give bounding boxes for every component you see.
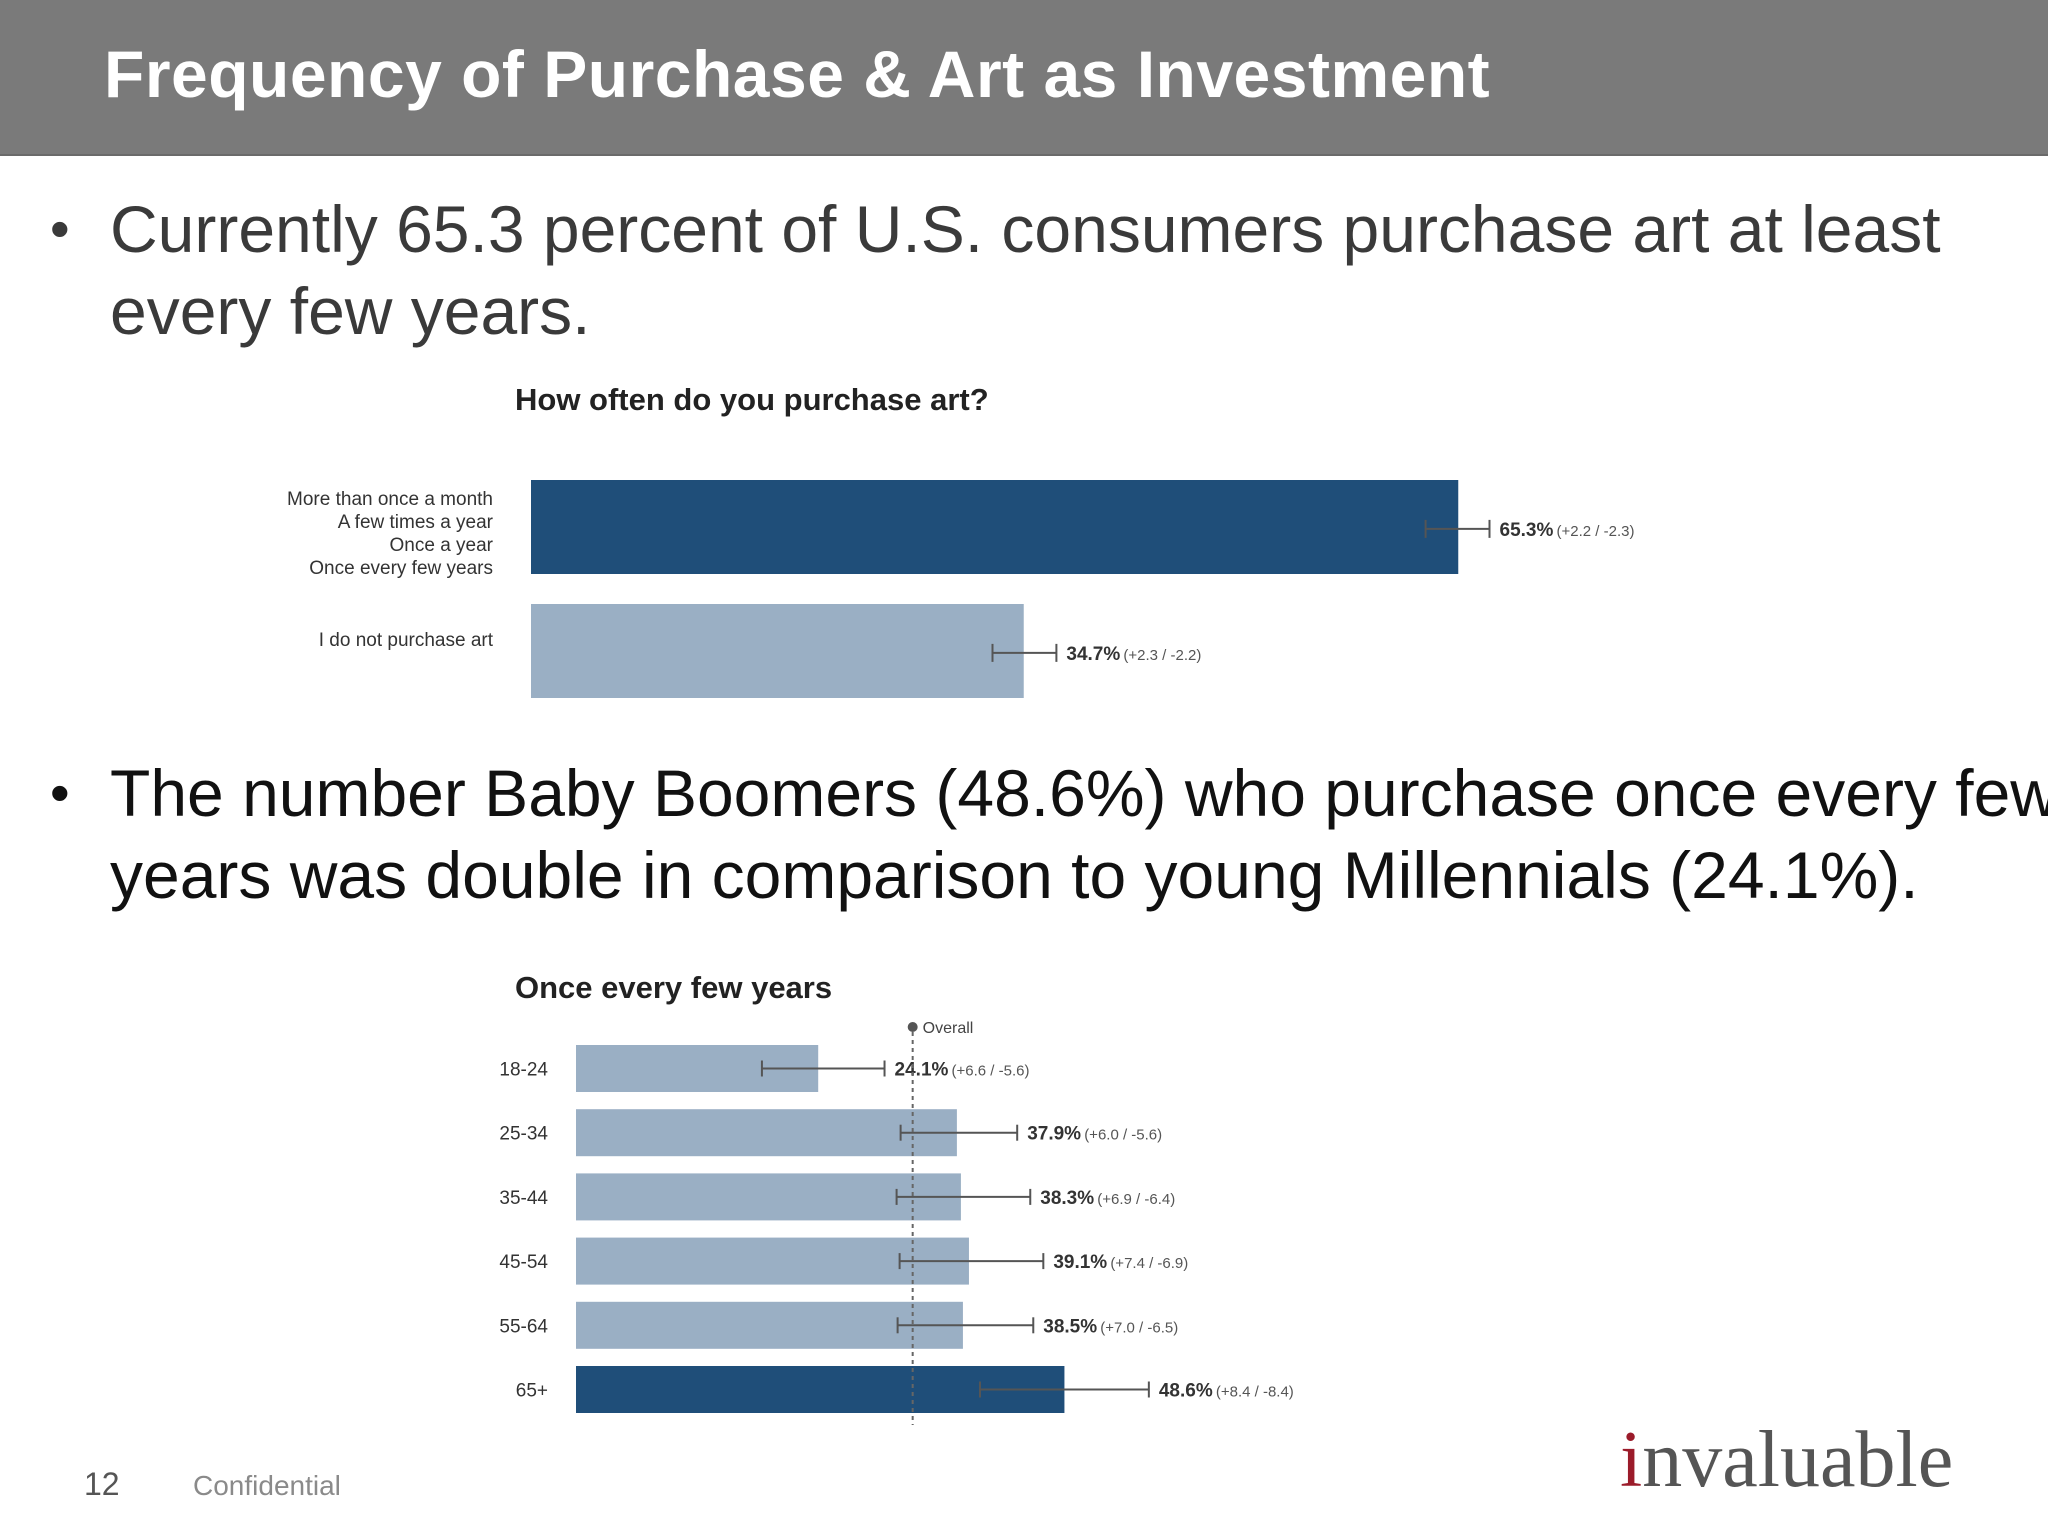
page-number: 12 — [84, 1466, 120, 1502]
logo-accent-letter: i — [1620, 1416, 1643, 1504]
category-label: 65+ — [516, 1381, 548, 1402]
purchase-frequency-chart: How often do you purchase art? More than … — [287, 382, 1635, 698]
data-label: 48.6% — [1159, 1381, 1213, 1402]
bar-0 — [531, 480, 1459, 574]
slide-title: Frequency of Purchase & Art as Investmen… — [104, 37, 1491, 111]
category-label: Once every few years — [309, 558, 493, 579]
category-label: 25-34 — [499, 1124, 548, 1145]
error-label: (+6.9 / -6.4) — [1097, 1191, 1175, 1208]
bullet-text: The number Baby Boomers (48.6%) who purc… — [110, 756, 2048, 912]
data-label: 65.3% — [1500, 520, 1554, 541]
error-label: (+6.6 / -5.6) — [952, 1063, 1030, 1080]
error-label: (+6.0 / -5.6) — [1084, 1127, 1162, 1144]
bullet-dot: • — [50, 197, 70, 260]
bullet-point-1: • Currently 65.3 percent of U.S. consume… — [50, 188, 2010, 358]
bullet-text: Currently 65.3 percent of U.S. consumers… — [110, 192, 1941, 348]
logo-text: nvaluable — [1642, 1416, 1954, 1504]
bullet-dot: • — [50, 761, 70, 824]
data-label: 38.5% — [1043, 1316, 1097, 1337]
confidential-label: Confidential — [193, 1470, 341, 1501]
category-label: A few times a year — [338, 512, 494, 533]
chart-title: Once every few years — [515, 970, 832, 1005]
data-label: 38.3% — [1040, 1188, 1094, 1209]
invaluable-logo: invaluable — [1620, 1420, 2020, 1500]
bar-1 — [531, 604, 1024, 698]
category-label: 35-44 — [499, 1188, 548, 1209]
overall-marker — [907, 1022, 918, 1032]
data-label: 39.1% — [1053, 1252, 1107, 1273]
slide-header: Frequency of Purchase & Art as Investmen… — [0, 0, 2048, 156]
error-label: (+8.4 / -8.4) — [1216, 1384, 1294, 1401]
error-label: (+7.4 / -6.9) — [1110, 1255, 1188, 1272]
bar-25-34 — [576, 1109, 957, 1157]
category-label: 55-64 — [499, 1316, 548, 1337]
error-label: (+2.3 / -2.2) — [1123, 647, 1201, 664]
category-label: 18-24 — [499, 1060, 548, 1081]
data-label: 34.7% — [1066, 644, 1120, 665]
chart-title: How often do you purchase art? — [515, 382, 989, 417]
bullet-point-2: • The number Baby Boomers (48.6%) who pu… — [50, 752, 2048, 1002]
data-label: 37.9% — [1027, 1124, 1081, 1145]
category-label: More than once a month — [287, 489, 493, 510]
error-label: (+7.0 / -6.5) — [1100, 1319, 1178, 1336]
overall-label: Overall — [923, 1020, 974, 1037]
category-label: 45-54 — [499, 1252, 548, 1273]
category-label: I do not purchase art — [319, 630, 494, 651]
error-label: (+2.2 / -2.3) — [1557, 523, 1635, 540]
category-label: Once a year — [390, 535, 494, 556]
data-label: 24.1% — [895, 1060, 949, 1081]
